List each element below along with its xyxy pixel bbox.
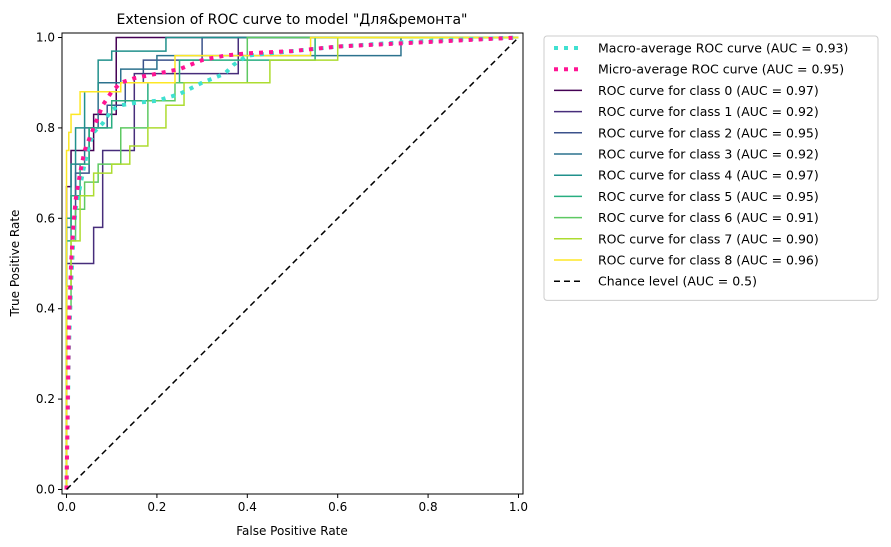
x-tick-label: 0.8 [419, 500, 438, 514]
x-tick-label: 0.6 [328, 500, 347, 514]
y-tick-label: 0.2 [36, 392, 55, 406]
y-tick-label: 0.0 [36, 482, 55, 496]
plot-frame [61, 32, 524, 495]
x-axis-label: False Positive Rate [236, 524, 348, 538]
series-line-micro-average-roc-curve-auc-0-95 [64, 35, 519, 490]
legend-entry: ROC curve for class 3 (AUC = 0.92) [598, 147, 819, 162]
legend: Macro-average ROC curve (AUC = 0.93) Micr… [543, 35, 879, 301]
chart-title: Extension of ROC curve to model "Для&рем… [117, 12, 468, 28]
legend-entry: ROC curve for class 1 (AUC = 0.92) [598, 104, 819, 119]
legend-entry: Macro-average ROC curve (AUC = 0.93) [598, 41, 848, 56]
y-tick-label: 0.8 [36, 121, 55, 135]
series-line-chance-level-auc-0-5 [65, 36, 520, 491]
x-axis: 0.0 0.2 0.4 0.6 0.8 1.0 [57, 494, 528, 514]
x-tick-label: 1.0 [509, 500, 528, 514]
y-tick-label: 0.6 [36, 211, 55, 225]
series-line-roc-curve-for-class-1-auc-0-92 [65, 36, 519, 490]
series-line-roc-curve-for-class-7-auc-0-90 [65, 36, 519, 490]
legend-entry: ROC curve for class 2 (AUC = 0.95) [598, 125, 819, 140]
x-tick-label: 0.2 [147, 500, 166, 514]
series-line-roc-curve-for-class-5-auc-0-95 [65, 36, 519, 490]
x-tick-label: 0.4 [238, 500, 257, 514]
series-line-roc-curve-for-class-8-auc-0-96 [65, 36, 519, 490]
legend-entry: Micro-average ROC curve (AUC = 0.95) [598, 62, 844, 77]
legend-entry: ROC curve for class 8 (AUC = 0.96) [598, 253, 819, 268]
legend-entry: ROC curve for class 7 (AUC = 0.90) [598, 231, 819, 246]
legend-entry: ROC curve for class 6 (AUC = 0.91) [598, 210, 819, 225]
series-line-roc-curve-for-class-0-auc-0-97 [65, 36, 519, 490]
legend-entry: ROC curve for class 0 (AUC = 0.97) [598, 83, 819, 98]
legend-entry: ROC curve for class 5 (AUC = 0.95) [598, 189, 819, 204]
plot-area [64, 35, 520, 491]
y-tick-label: 1.0 [36, 31, 55, 45]
legend-entry: Chance level (AUC = 0.5) [598, 274, 757, 289]
legend-entry: ROC curve for class 4 (AUC = 0.97) [598, 168, 819, 183]
x-tick-label: 0.0 [57, 500, 76, 514]
y-axis: 0.0 0.2 0.4 0.6 0.8 1.0 [36, 31, 62, 496]
y-axis-label: True Positive Rate [8, 210, 22, 318]
y-tick-label: 0.4 [36, 302, 55, 316]
legend-box [543, 35, 879, 301]
